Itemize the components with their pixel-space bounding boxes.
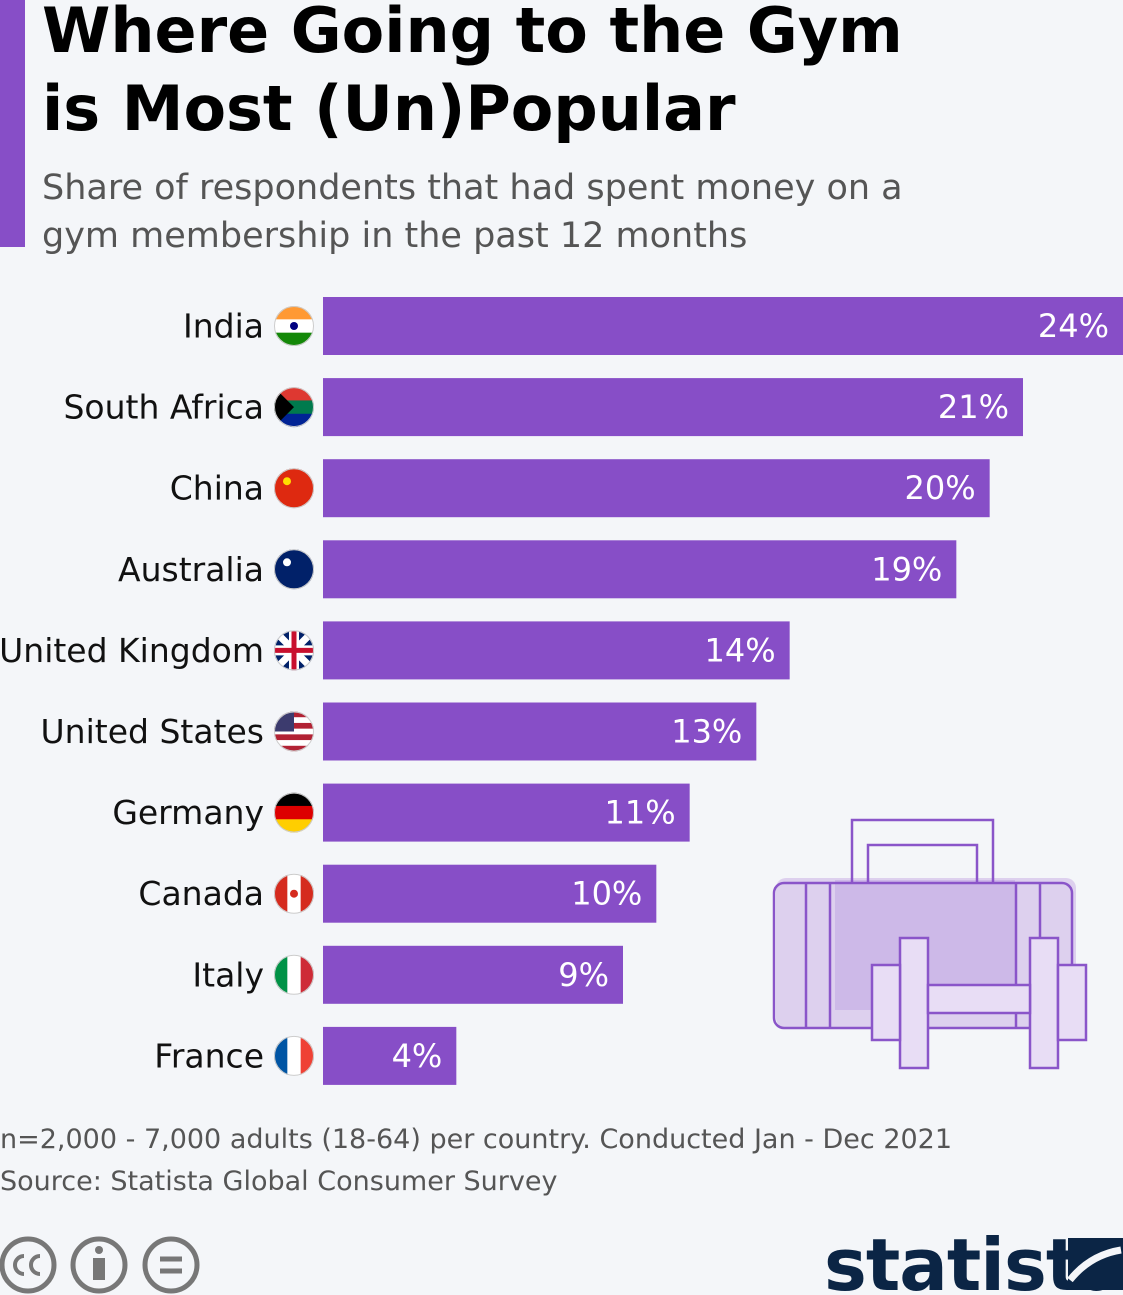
flag-part: [290, 889, 298, 898]
category-label: China: [170, 469, 264, 508]
category-label: Australia: [118, 550, 264, 589]
bar: [323, 1026, 457, 1085]
flag-border: [274, 549, 314, 590]
flag-part: [274, 734, 314, 741]
value-label: 20%: [905, 469, 976, 507]
flag-part: [283, 477, 291, 486]
flag-border: [274, 954, 314, 995]
flag-border: [274, 468, 314, 509]
chart-subtitle: Share of respondents that had spent mone…: [42, 168, 903, 256]
flag: [274, 549, 314, 590]
flag-part: [283, 558, 291, 567]
category-label: Germany: [112, 793, 264, 832]
brand-mark: [1068, 1238, 1123, 1290]
flag-border: [274, 792, 314, 833]
flag-part: [274, 549, 314, 590]
bar: [323, 864, 657, 923]
category-label: Canada: [138, 874, 264, 913]
value-label: 19%: [871, 550, 942, 588]
flag-border: [274, 630, 314, 671]
flag: [274, 630, 314, 671]
value-label: 13%: [671, 713, 742, 751]
flag-part: [274, 728, 314, 735]
value-label: 9%: [558, 956, 609, 994]
bar: [323, 945, 623, 1004]
bar: [323, 783, 690, 842]
value-label: 24%: [1038, 307, 1109, 345]
flag-part: [287, 954, 302, 995]
source: Source: Statista Global Consumer Survey: [0, 1166, 557, 1197]
flag-part: [287, 1035, 302, 1076]
flag-border: [274, 711, 314, 752]
value-label: 21%: [938, 388, 1009, 426]
flag-part: [290, 322, 298, 330]
flag-part: [274, 805, 314, 820]
flag-border: [274, 873, 314, 914]
accent-bar: [0, 0, 25, 247]
bar: [323, 702, 757, 761]
bar: [323, 297, 1123, 355]
brand-mark-stroke: [1067, 1246, 1122, 1283]
license-icons: [0, 1236, 200, 1294]
value-label: 10%: [571, 875, 642, 913]
flag-part: [274, 745, 314, 752]
flag-part: [274, 630, 314, 671]
category-label: United States: [41, 712, 264, 751]
bar: [323, 378, 1023, 437]
flag-part: [274, 468, 314, 509]
category-label: Italy: [192, 955, 264, 994]
flag: [274, 468, 314, 509]
flag-border: [274, 387, 314, 428]
category-label: India: [183, 307, 264, 346]
category-label: South Africa: [63, 388, 264, 427]
gym-illustration: [772, 818, 1088, 1070]
bar: [323, 540, 957, 599]
value-label: 14%: [705, 631, 776, 669]
value-label: 4%: [392, 1037, 443, 1075]
bar: [323, 621, 790, 680]
bar: [323, 459, 990, 518]
flag-border: [274, 1035, 314, 1076]
chart-title: Where Going to the Gym is Most (Un)Popul…: [42, 0, 903, 145]
value-label: 11%: [605, 794, 676, 832]
note: n=2,000 - 7,000 adults (18-64) per count…: [0, 1124, 952, 1155]
category-label: United Kingdom: [0, 631, 264, 670]
category-label: France: [154, 1036, 264, 1075]
flag-part: [274, 740, 314, 747]
flag-part: [274, 387, 294, 428]
flag-border: [274, 306, 314, 346]
